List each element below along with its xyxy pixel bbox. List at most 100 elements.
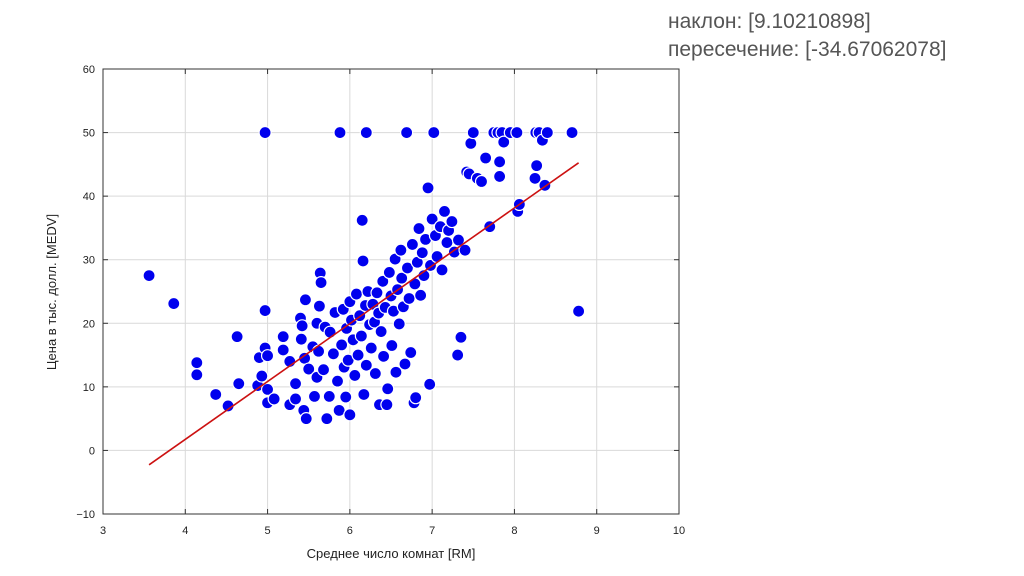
data-point <box>298 293 313 307</box>
data-point <box>376 274 390 288</box>
data-point <box>255 369 269 383</box>
data-point <box>322 389 336 403</box>
x-tick-label: 10 <box>673 525 685 537</box>
data-point <box>423 377 437 391</box>
data-point <box>376 349 391 363</box>
x-axis-label: Среднее число комнат [RM] <box>307 546 476 561</box>
y-tick-label: −10 <box>76 509 95 521</box>
data-point <box>343 408 357 422</box>
data-point <box>451 348 465 362</box>
data-point <box>412 221 426 236</box>
data-point <box>142 269 156 283</box>
y-axis-label: Цена в тыс. долл. [MEDV] <box>44 214 59 370</box>
slope-text: наклон: [9.10210898] <box>668 10 871 33</box>
data-point <box>540 125 554 140</box>
plot-frame <box>102 68 680 515</box>
data-point <box>359 125 373 140</box>
data-point <box>230 330 244 344</box>
data-point <box>392 317 406 331</box>
data-point <box>355 213 369 227</box>
data-point <box>330 374 345 388</box>
data-point <box>493 155 507 169</box>
data-point <box>260 382 275 396</box>
data-point <box>356 254 370 268</box>
data-point <box>333 125 347 140</box>
data-point <box>398 357 412 371</box>
data-point <box>190 368 204 382</box>
data-point <box>380 398 394 412</box>
data-point <box>354 329 368 343</box>
data-point <box>395 271 409 285</box>
y-tick-label: 50 <box>83 128 95 140</box>
data-point <box>389 365 403 379</box>
y-tick-label: 30 <box>83 255 95 267</box>
x-tick-label: 7 <box>429 525 435 537</box>
data-point <box>258 303 272 318</box>
data-point <box>323 325 337 339</box>
data-point <box>493 169 507 184</box>
tick-labels: 3 4 5 6 7 8 9 10 −10 0 10 20 30 40 50 60 <box>76 64 685 537</box>
data-point <box>402 291 416 306</box>
data-point <box>232 377 246 391</box>
data-point <box>451 233 466 247</box>
data-point <box>374 324 388 339</box>
data-point <box>400 261 415 275</box>
data-point <box>530 159 544 173</box>
data-point <box>414 288 428 302</box>
data-point <box>295 319 309 333</box>
data-point <box>565 125 579 140</box>
data-point <box>314 276 328 290</box>
data-point <box>339 390 353 404</box>
data-point <box>299 412 313 426</box>
x-tick-label: 4 <box>182 525 188 537</box>
data-point <box>381 382 395 396</box>
data-point <box>405 237 419 252</box>
data-point <box>190 356 204 370</box>
data-point <box>474 174 489 189</box>
data-point <box>351 348 365 362</box>
data-point <box>454 330 468 344</box>
data-point <box>464 136 478 150</box>
y-tick-label: 10 <box>83 382 95 394</box>
data-point <box>260 349 275 363</box>
axes <box>102 68 680 515</box>
data-point <box>357 387 371 402</box>
data-point <box>437 204 452 218</box>
regression-line <box>148 162 580 466</box>
data-point <box>335 338 349 352</box>
data-point <box>209 387 223 402</box>
data-point <box>427 125 441 140</box>
data-point <box>307 389 322 403</box>
data-point <box>404 345 418 360</box>
intercept-text: пересечение: [-34.67062078] <box>668 38 947 61</box>
data-point <box>302 362 316 376</box>
data-point <box>326 347 340 361</box>
data-point <box>276 343 290 357</box>
data-point <box>430 249 444 264</box>
x-tick-label: 3 <box>100 525 106 537</box>
data-point <box>364 341 378 355</box>
data-point <box>510 125 524 140</box>
data-point <box>415 246 429 260</box>
data-point <box>445 214 459 229</box>
data-point <box>316 363 331 377</box>
data-point <box>288 377 303 391</box>
data-point <box>435 263 449 277</box>
data-point <box>370 286 384 300</box>
data-point <box>258 125 272 140</box>
data-point <box>320 412 334 426</box>
data-point <box>288 392 303 406</box>
data-point <box>368 366 382 381</box>
x-tick-label: 5 <box>265 525 271 537</box>
data-point <box>458 243 472 257</box>
data-point <box>421 181 435 195</box>
y-tick-label: 0 <box>89 445 95 457</box>
data-point <box>311 344 326 358</box>
data-point <box>466 125 480 140</box>
data-point <box>349 287 364 301</box>
data-point <box>528 171 542 185</box>
x-tick-label: 6 <box>347 525 353 537</box>
data-point <box>294 332 308 346</box>
data-point <box>359 358 373 372</box>
